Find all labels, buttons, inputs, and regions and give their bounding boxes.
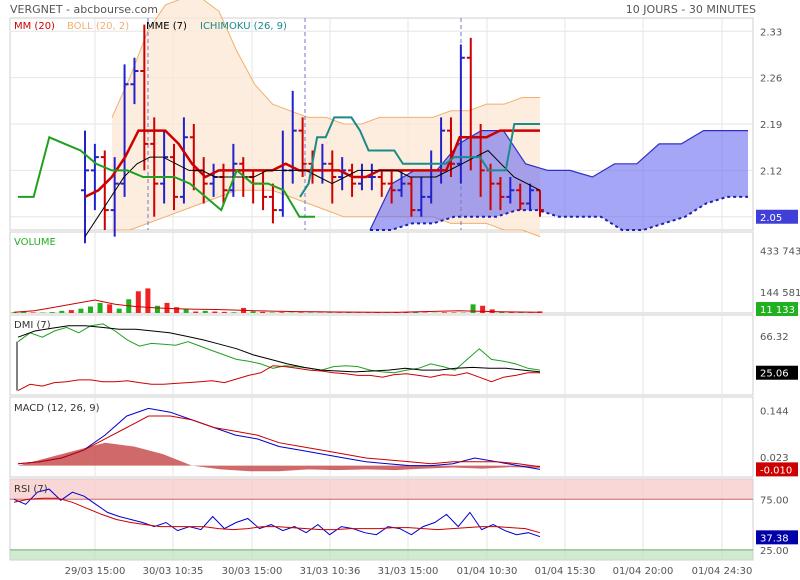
volume-title: VOLUME <box>14 237 56 248</box>
volume-bar <box>183 309 189 313</box>
volume-bar <box>116 308 122 313</box>
y-tick-label: 0.023 <box>760 453 789 464</box>
volume-bar <box>154 305 160 313</box>
volume-bar <box>59 310 65 313</box>
price-last-value: 2.05 <box>760 213 782 224</box>
bollinger-upper-line <box>111 0 540 125</box>
x-tick-label: 30/03 10:35 <box>143 566 204 577</box>
volume-bar <box>480 305 486 313</box>
volume-bar <box>88 306 94 313</box>
volume-bar <box>470 304 476 313</box>
dmi-last-value-bg <box>756 365 798 380</box>
tenkan-line <box>299 116 540 198</box>
volume-last-value-bg <box>756 302 798 316</box>
dmi-minus-line <box>17 365 540 392</box>
y-tick-label: 25.00 <box>760 546 789 557</box>
chart-header: VERGNET - abcbourse.com 10 JOURS - 30 MI… <box>0 0 800 18</box>
rsi-last-value-bg <box>756 530 798 545</box>
legend-entry: MME (7) <box>146 21 187 32</box>
rsi-last-value: 37.38 <box>760 533 789 544</box>
legend-entry: MM (20) <box>14 21 55 32</box>
rsi-oversold-zone <box>10 549 753 560</box>
dmi-last-value: 25.06 <box>760 369 789 380</box>
senkou-span-b-line <box>370 195 748 231</box>
rsi-line <box>13 488 541 538</box>
chart-title: VERGNET - abcbourse.com <box>10 3 158 16</box>
y-tick-label: 2.26 <box>760 74 782 85</box>
rsi-title: RSI (7) <box>14 484 48 495</box>
ichimoku-cloud <box>370 130 748 230</box>
y-tick-label: 2.12 <box>760 166 782 177</box>
volume-bar <box>202 310 208 313</box>
volume-bar <box>193 311 199 313</box>
volume-bar <box>11 312 17 313</box>
macd-last-value-bg <box>756 462 798 477</box>
x-tick-label: 01/04 10:30 <box>457 566 518 577</box>
y-tick-label: 75.00 <box>760 495 789 506</box>
volume-bar <box>451 312 457 313</box>
volume-bar <box>441 312 447 313</box>
volume-bar <box>298 312 304 313</box>
adx-line <box>17 325 541 373</box>
panel-frame-dmi <box>9 314 754 396</box>
x-tick-label: 29/03 15:00 <box>65 566 126 577</box>
legend-entry: BOLL (20, 2) <box>67 21 129 32</box>
x-tick-label: 30/03 15:00 <box>222 566 283 577</box>
volume-bar <box>221 311 227 313</box>
volume-bar <box>250 311 256 313</box>
y-tick-label: 2.19 <box>760 120 782 131</box>
dmi-plus-line <box>17 323 541 374</box>
volume-bar <box>30 312 36 313</box>
macd-last-value: -0.010 <box>760 465 792 476</box>
panel-frame-vol <box>9 231 754 314</box>
chart-period: 10 JOURS - 30 MINUTES <box>625 3 756 16</box>
volume-bar <box>279 312 285 313</box>
volume-bar <box>135 291 141 313</box>
y-tick-label: 66.32 <box>760 332 789 343</box>
y-tick-label: 0.144 <box>760 407 789 418</box>
volume-bar <box>68 310 74 313</box>
volume-bar <box>49 312 55 313</box>
volume-bar <box>97 302 103 313</box>
rsi-overbought-zone <box>10 479 753 500</box>
price-last-value-bg <box>756 209 798 224</box>
x-tick-label: 31/03 10:36 <box>300 566 361 577</box>
volume-bar <box>21 311 27 313</box>
legend-entry: ICHIMOKU (26, 9) <box>200 21 287 32</box>
volume-ma-line <box>13 299 541 313</box>
volume-bar <box>174 307 180 313</box>
kijun-line <box>18 135 315 218</box>
volume-bar <box>107 304 113 313</box>
rsi-ma-line <box>13 497 541 534</box>
volume-bar <box>499 311 505 313</box>
mme7-line <box>84 149 541 237</box>
dmi-title: DMI (7) <box>14 320 51 331</box>
volume-bar <box>145 288 151 313</box>
volume-bar <box>508 312 514 313</box>
volume-bar <box>346 312 352 313</box>
volume-bar <box>231 312 237 313</box>
volume-bar <box>78 308 84 313</box>
volume-last-value: 11 133 <box>760 305 795 316</box>
volume-bar <box>260 311 266 313</box>
mm20-line <box>84 129 540 199</box>
macd-histogram <box>18 442 540 472</box>
volume-bar <box>212 311 218 313</box>
macd-signal-line <box>17 415 541 468</box>
macd-title: MACD (12, 26, 9) <box>14 403 100 414</box>
x-tick-label: 01/04 15:30 <box>535 566 596 577</box>
x-tick-label: 01/04 20:00 <box>613 566 674 577</box>
y-tick-label: 2.33 <box>760 27 782 38</box>
y-tick-label: 144 581 <box>760 288 800 299</box>
x-tick-label: 01/04 24:30 <box>692 566 753 577</box>
macd-line <box>17 407 541 470</box>
y-tick-label: 433 743 <box>760 246 800 257</box>
bollinger-lower-line <box>112 189 541 238</box>
x-tick-label: 31/03 15:00 <box>378 566 439 577</box>
volume-bar <box>269 312 275 313</box>
